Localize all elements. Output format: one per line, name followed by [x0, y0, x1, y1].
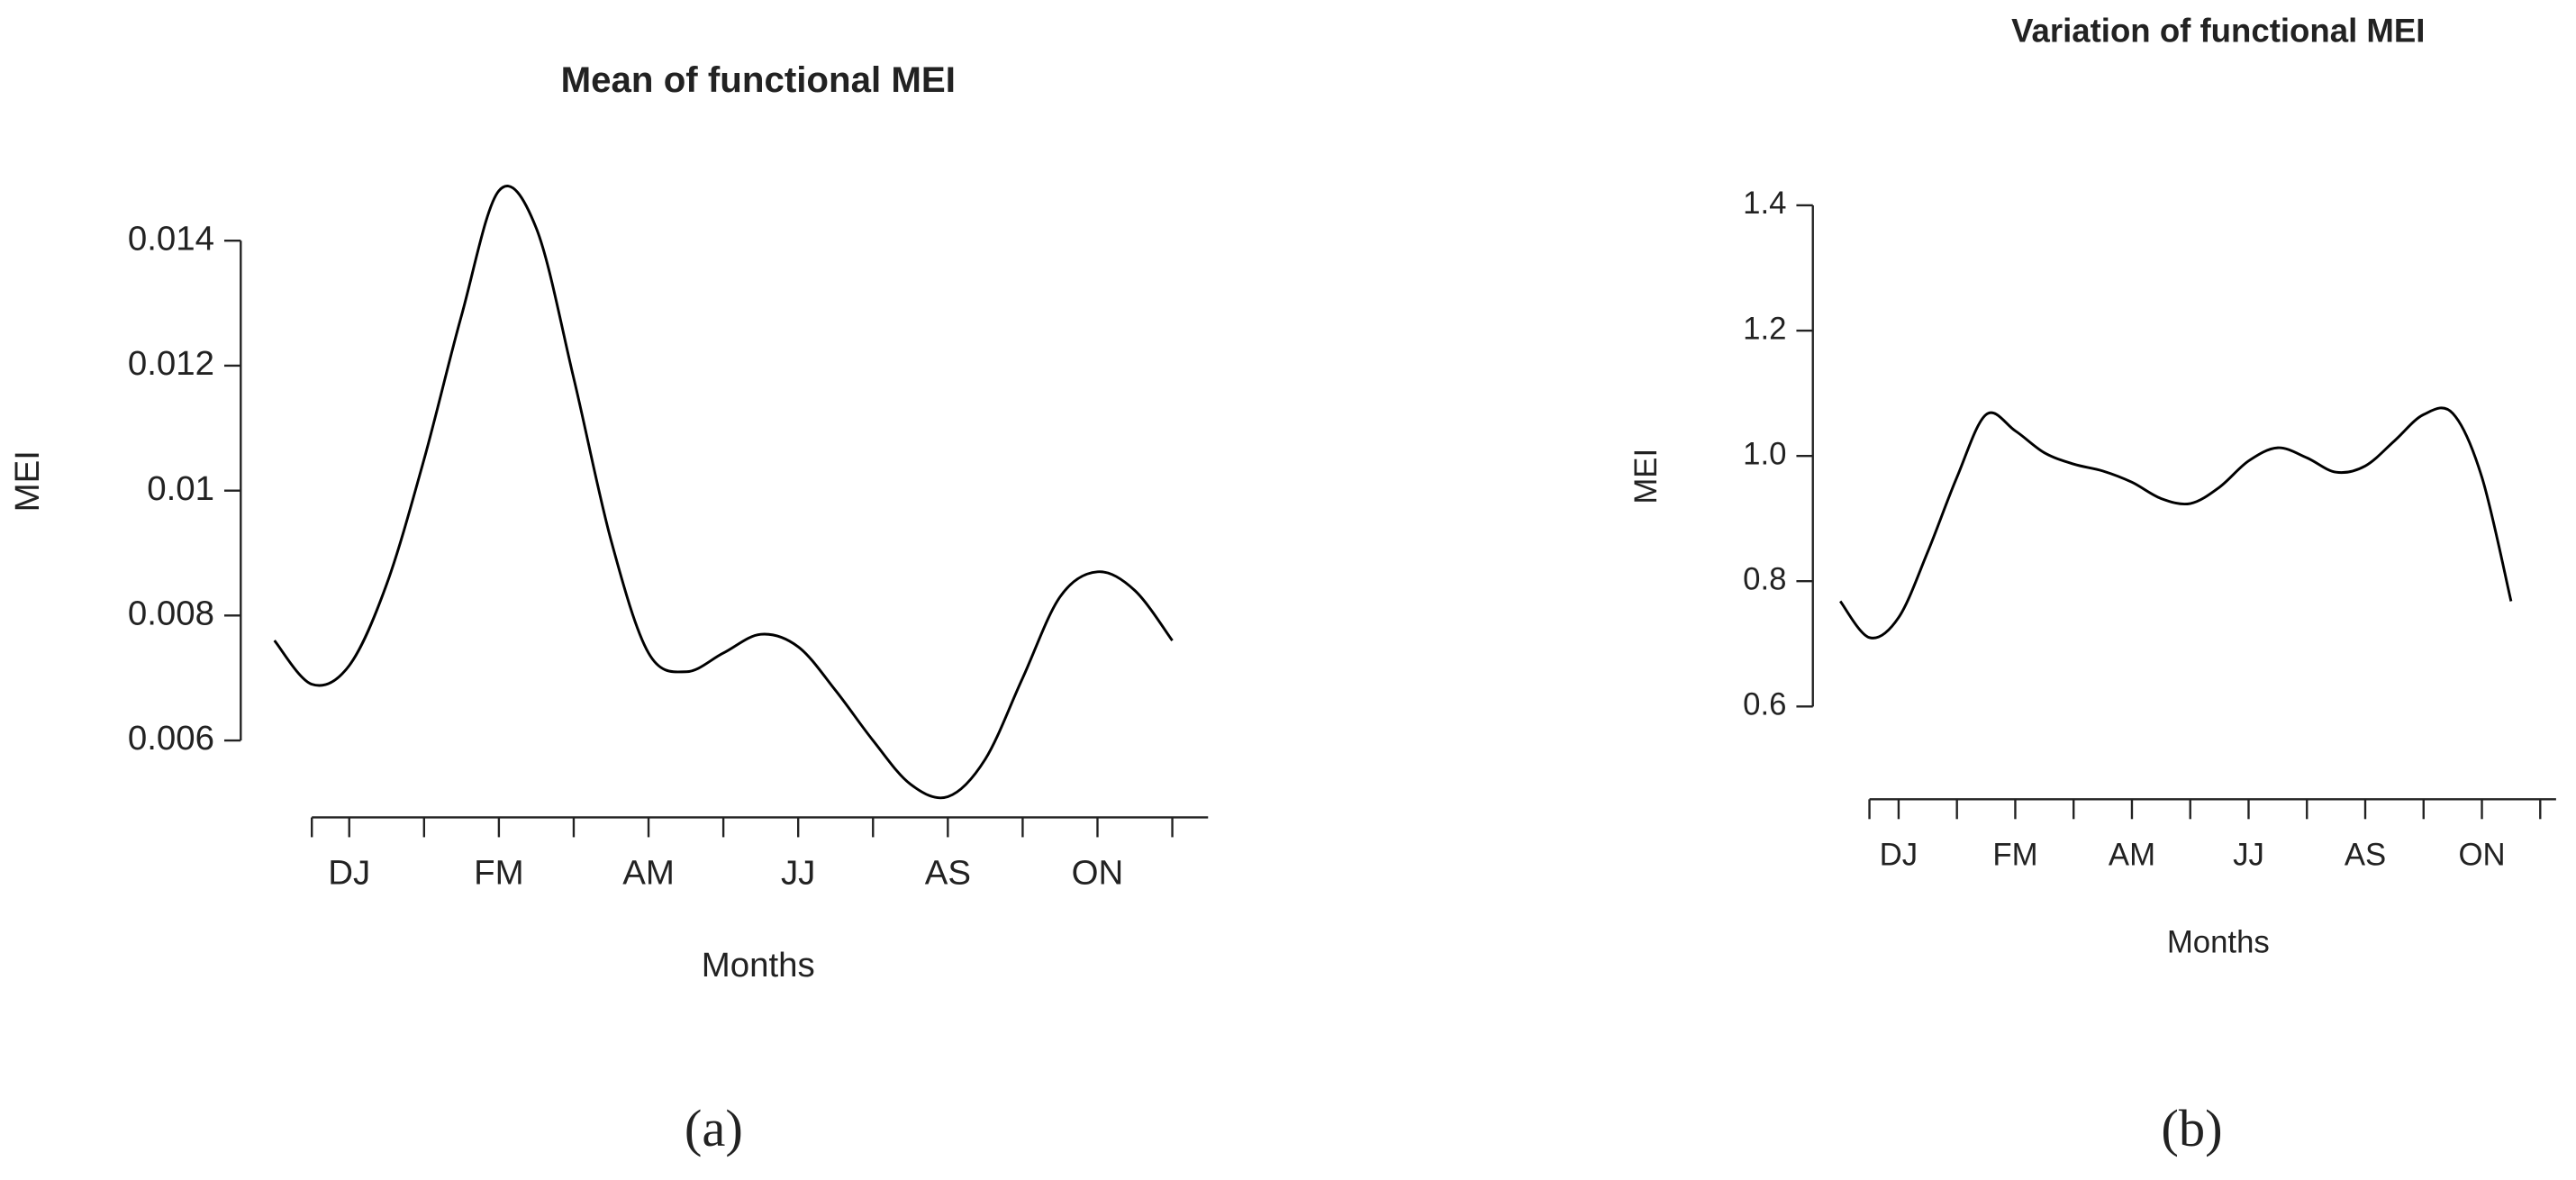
x-tick-label: DJ	[1880, 839, 1918, 873]
x-tick-label: JJ	[2233, 839, 2264, 873]
y-tick-label: 0.01	[147, 469, 214, 508]
x-axis-label: Months	[2167, 926, 2270, 960]
y-tick-label: 1.2	[1743, 312, 1786, 346]
y-tick-label: 0.014	[128, 219, 214, 258]
y-tick-label: 0.012	[128, 344, 214, 383]
x-tick-label: AS	[2345, 839, 2386, 873]
x-tick-label: AM	[2109, 839, 2155, 873]
data-line	[1838, 406, 2513, 640]
x-tick-label: ON	[1072, 854, 1124, 893]
x-axis-label: Months	[702, 946, 815, 985]
y-tick-label: 1.0	[1743, 437, 1786, 471]
x-tick-label: DJ	[328, 854, 370, 893]
panel-label: (b)	[2161, 1099, 2222, 1157]
chart-title: Mean of functional MEI	[561, 59, 956, 100]
x-tick-label: ON	[2458, 839, 2505, 873]
x-tick-label: JJ	[781, 854, 815, 893]
x-tick-label: AM	[622, 854, 675, 893]
y-tick-label: 1.4	[1743, 186, 1786, 221]
panel-label: (a)	[685, 1099, 743, 1157]
data-line	[273, 185, 1174, 800]
x-tick-label: AS	[925, 854, 971, 893]
y-axis-label: MEI	[1629, 449, 1664, 504]
y-axis-label: MEI	[8, 450, 47, 512]
chart-title: Variation of functional MEI	[2011, 12, 2425, 49]
y-tick-label: 0.008	[128, 595, 214, 633]
y-tick-label: 0.6	[1743, 688, 1786, 722]
x-tick-label: FM	[1992, 839, 2037, 873]
y-tick-label: 0.8	[1743, 562, 1786, 596]
y-tick-label: 0.006	[128, 719, 214, 758]
x-tick-label: FM	[474, 854, 523, 893]
